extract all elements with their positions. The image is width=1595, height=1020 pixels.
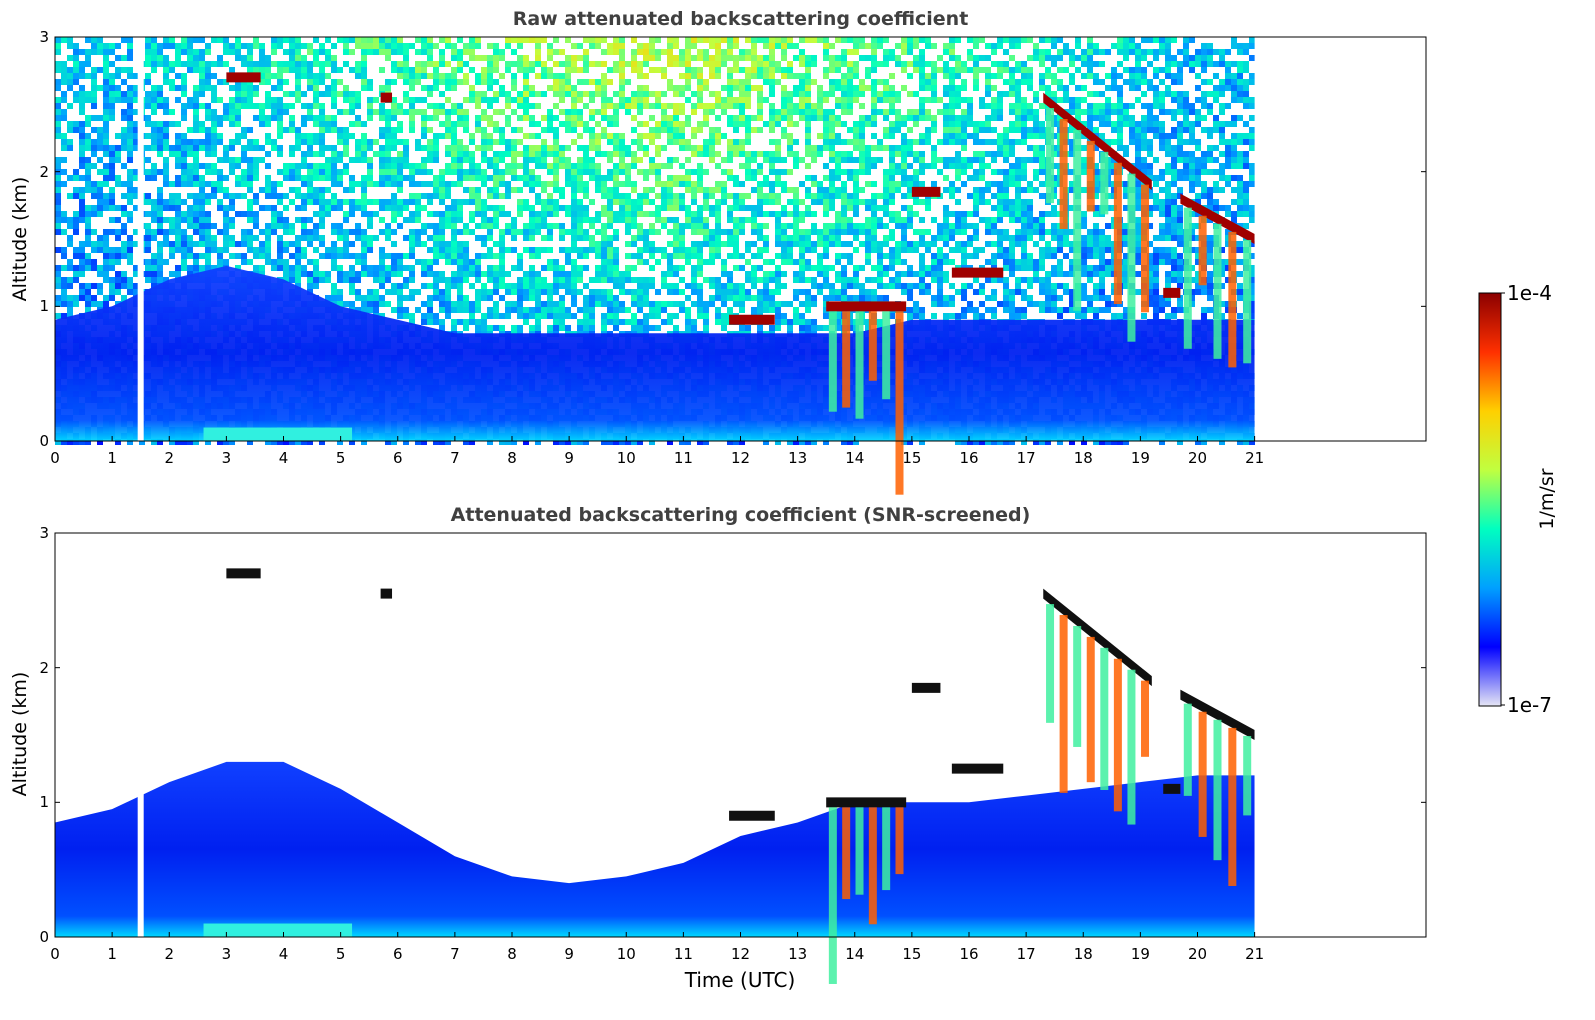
panel2-xtick-label: 2	[164, 945, 175, 963]
panel1-ytick-label: 3	[39, 28, 49, 46]
panel2-xtick-label: 9	[564, 945, 574, 963]
panel2-cloud-3	[729, 810, 775, 821]
panel2-xtick-label: 4	[278, 945, 289, 963]
panel1-data-gap	[137, 37, 144, 441]
panel2-plot	[55, 533, 1426, 984]
panel2-cloud-7	[1043, 588, 1152, 687]
panel2-xtick-label: 13	[788, 945, 808, 963]
panel2-xtick-label: 8	[507, 945, 517, 963]
panel2-data-gap	[137, 533, 144, 937]
panel2-cloud-9	[1180, 689, 1255, 740]
panel1-xtick-label: 0	[50, 449, 60, 467]
panel2-xtick-label: 11	[673, 945, 693, 963]
panel1-xtick-label: 11	[673, 449, 693, 467]
panel2-boundary-layer	[55, 761, 1255, 937]
panel1-cloud-7	[1043, 92, 1152, 191]
panel1-xtick-label: 18	[1073, 449, 1093, 467]
panel2-xtick-label: 1	[107, 945, 117, 963]
panel1-cloud-9	[1180, 193, 1255, 244]
panel1-xtick-label: 17	[1016, 449, 1036, 467]
panel1-xtick-label: 2	[164, 449, 175, 467]
panel1-xtick-label: 1	[107, 449, 117, 467]
panel2-ytick-label: 2	[39, 658, 49, 677]
panel1-xtick-label: 8	[507, 449, 517, 467]
panel1-no-data-region	[1254, 37, 1426, 441]
panel1-ytick-label: 1	[39, 297, 49, 316]
panel1-surface-layer	[203, 427, 353, 441]
panel2-xtick-label: 14	[845, 945, 865, 963]
panel1-cloud-6	[951, 267, 1004, 278]
panel1-cloud-5	[911, 186, 941, 197]
panel2-xtick-label: 19	[1130, 945, 1150, 963]
panel2-xtick-label: 7	[450, 945, 460, 963]
panel2-ytick-label: 0	[39, 928, 49, 946]
panel2-ytick-label: 1	[39, 793, 49, 812]
panel2-xtick-label: 16	[959, 945, 979, 963]
colorbar-max-label: 1e-4	[1507, 281, 1552, 305]
panel1-xtick-label: 4	[278, 449, 289, 467]
panel1-cloud-4	[826, 301, 907, 312]
panel1-xtick-label: 9	[564, 449, 574, 467]
panel1-ytick-label: 0	[39, 432, 49, 450]
panel1-xtick-label: 6	[392, 449, 403, 467]
panel2-title: Attenuated backscattering coefficient (S…	[450, 504, 1031, 526]
panel1-title: Raw attenuated backscattering coefficien…	[512, 8, 969, 30]
colorbar-min-label: 1e-7	[1507, 693, 1552, 717]
panel2-xtick-label: 20	[1187, 945, 1208, 963]
panel1-ytick-label: 2	[39, 162, 49, 181]
panel2-xtick-label: 3	[221, 945, 232, 963]
x-axis-label: Time (UTC)	[684, 968, 796, 992]
panel2-xtick-label: 5	[335, 945, 346, 963]
panel1-xtick-label: 16	[959, 449, 979, 467]
panel1-xtick-label: 7	[450, 449, 460, 467]
panel1-xtick-label: 5	[335, 449, 346, 467]
panel1-xtick-label: 10	[616, 449, 636, 467]
panel1-xtick-label: 12	[730, 449, 751, 467]
panel2-xtick-label: 12	[730, 945, 751, 963]
panel1-boundary-layer	[55, 265, 1255, 441]
panel2-xtick-label: 18	[1073, 945, 1093, 963]
panel1-xtick-label: 14	[845, 449, 865, 467]
panel1-cloud-2	[380, 92, 393, 103]
panel1-xtick-label: 21	[1245, 449, 1265, 467]
panel2-no-data-region	[1254, 533, 1426, 937]
panel1-cloud-1	[226, 72, 261, 83]
panel1-xtick-label: 3	[221, 449, 232, 467]
panel2-cloud-8	[1163, 783, 1181, 794]
panel2-cloud-5	[911, 682, 941, 693]
panel1-xtick-label: 15	[902, 449, 922, 467]
panel2-cloud-6	[951, 763, 1004, 774]
panel2-cloud-4	[826, 797, 907, 808]
panel1-xtick-label: 20	[1187, 449, 1208, 467]
panel1-xtick-label: 13	[788, 449, 808, 467]
panel2-xtick-label: 10	[616, 945, 636, 963]
panel2-xtick-label: 21	[1245, 945, 1265, 963]
panel1-plot	[55, 37, 1426, 495]
panel2-xtick-label: 0	[50, 945, 60, 963]
panel2-xtick-label: 6	[392, 945, 403, 963]
panel2-xtick-label: 17	[1016, 945, 1036, 963]
panel2-surface-layer	[203, 923, 353, 937]
panel2-ytick-label: 3	[39, 524, 49, 542]
panel2-xtick-label: 15	[902, 945, 922, 963]
panel2-cloud-2	[380, 588, 393, 599]
panel2-cloud-1	[226, 568, 261, 579]
panel1-xtick-label: 19	[1130, 449, 1150, 467]
colorbar	[1478, 292, 1502, 707]
panel1-cloud-8	[1163, 287, 1181, 298]
panel1-cloud-3	[729, 314, 775, 325]
